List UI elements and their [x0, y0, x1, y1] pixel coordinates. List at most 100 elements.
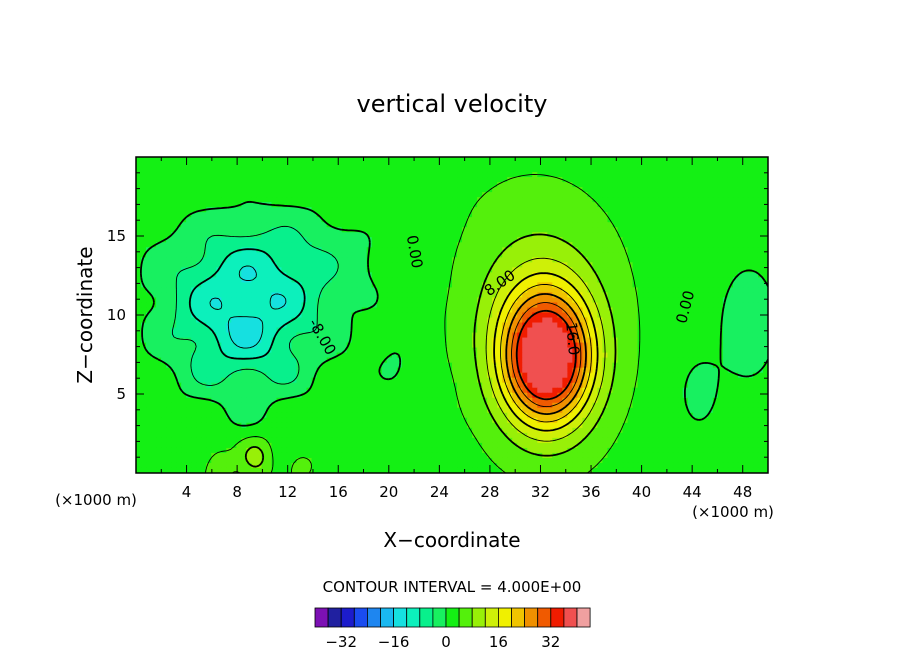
field-cell — [376, 287, 383, 294]
field-cell — [702, 307, 709, 314]
field-cell — [196, 267, 202, 273]
field-cell — [311, 307, 318, 314]
field-cell — [542, 292, 548, 299]
field-cell — [256, 227, 262, 233]
field-cell — [296, 342, 303, 349]
field-cell — [371, 247, 378, 253]
field-cell — [156, 217, 162, 223]
field-cell — [361, 157, 368, 163]
field-cell — [612, 262, 619, 268]
field-cell — [431, 177, 438, 183]
field-cell — [411, 162, 418, 168]
field-cell — [487, 237, 493, 243]
field-cell — [572, 317, 578, 324]
field-cell — [216, 297, 222, 304]
field-cell — [146, 272, 152, 278]
field-cell — [316, 282, 323, 289]
field-cell — [446, 202, 453, 208]
field-cell — [416, 157, 423, 163]
field-cell — [552, 212, 558, 218]
field-cell — [677, 337, 684, 344]
field-cell — [482, 332, 488, 339]
field-cell — [341, 352, 348, 359]
field-cell — [196, 252, 202, 258]
field-cell — [366, 167, 373, 173]
field-cell — [386, 172, 393, 178]
field-cell — [336, 252, 343, 258]
field-cell — [452, 337, 458, 344]
field-cell — [216, 257, 222, 263]
field-cell — [391, 242, 398, 248]
field-cell — [441, 352, 448, 359]
field-cell — [607, 327, 614, 334]
field-cell — [326, 292, 333, 299]
field-cell — [141, 292, 147, 299]
field-cell — [647, 242, 654, 248]
field-cell — [647, 232, 654, 238]
field-cell — [737, 322, 744, 329]
field-cell — [467, 252, 473, 258]
field-cell — [567, 252, 573, 258]
field-cell — [657, 302, 664, 309]
field-cell — [697, 327, 704, 334]
field-cell — [602, 202, 609, 208]
field-cell — [236, 207, 242, 213]
field-cell — [567, 272, 573, 278]
field-cell — [296, 217, 303, 223]
field-cell — [331, 297, 338, 304]
field-cell — [256, 252, 262, 258]
field-cell — [757, 292, 764, 299]
field-cell — [361, 342, 368, 349]
field-cell — [707, 282, 714, 289]
field-cell — [502, 302, 508, 309]
field-cell — [306, 227, 313, 233]
field-cell — [251, 227, 257, 233]
field-cell — [607, 222, 614, 228]
field-cell — [161, 277, 167, 283]
field-cell — [697, 272, 704, 278]
field-cell — [652, 167, 659, 173]
field-cell — [356, 312, 363, 319]
field-cell — [607, 277, 614, 283]
field-cell — [642, 222, 649, 228]
field-cell — [697, 157, 704, 163]
field-cell — [441, 167, 448, 173]
field-cell — [642, 167, 649, 173]
field-cell — [557, 317, 563, 324]
field-cell — [567, 192, 573, 198]
field-cell — [231, 267, 237, 273]
field-cell — [687, 247, 694, 253]
field-cell — [211, 262, 217, 268]
field-cell — [742, 302, 749, 309]
field-cell — [336, 277, 343, 283]
field-cell — [662, 332, 669, 339]
field-cell — [341, 177, 348, 183]
field-cell — [226, 262, 232, 268]
field-cell — [421, 202, 428, 208]
field-cell — [647, 287, 654, 294]
field-cell — [597, 167, 604, 173]
field-cell — [331, 247, 338, 253]
field-cell — [291, 187, 298, 193]
field-cell — [737, 232, 744, 238]
field-cell — [151, 327, 157, 334]
field-cell — [266, 267, 273, 273]
field-cell — [707, 202, 714, 208]
field-cell — [452, 342, 458, 349]
field-cell — [376, 347, 383, 354]
field-cell — [642, 267, 649, 273]
field-cell — [667, 297, 674, 304]
field-cell — [627, 222, 634, 228]
field-cell — [712, 302, 719, 309]
field-cell — [136, 347, 142, 354]
field-cell — [677, 257, 684, 263]
field-cell — [351, 327, 358, 334]
field-cell — [166, 192, 172, 198]
field-cell — [612, 272, 619, 278]
field-cell — [487, 212, 493, 218]
field-cell — [136, 182, 142, 188]
field-cell — [186, 347, 192, 354]
field-cell — [301, 257, 308, 263]
field-cell — [286, 337, 293, 344]
field-cell — [411, 292, 418, 299]
